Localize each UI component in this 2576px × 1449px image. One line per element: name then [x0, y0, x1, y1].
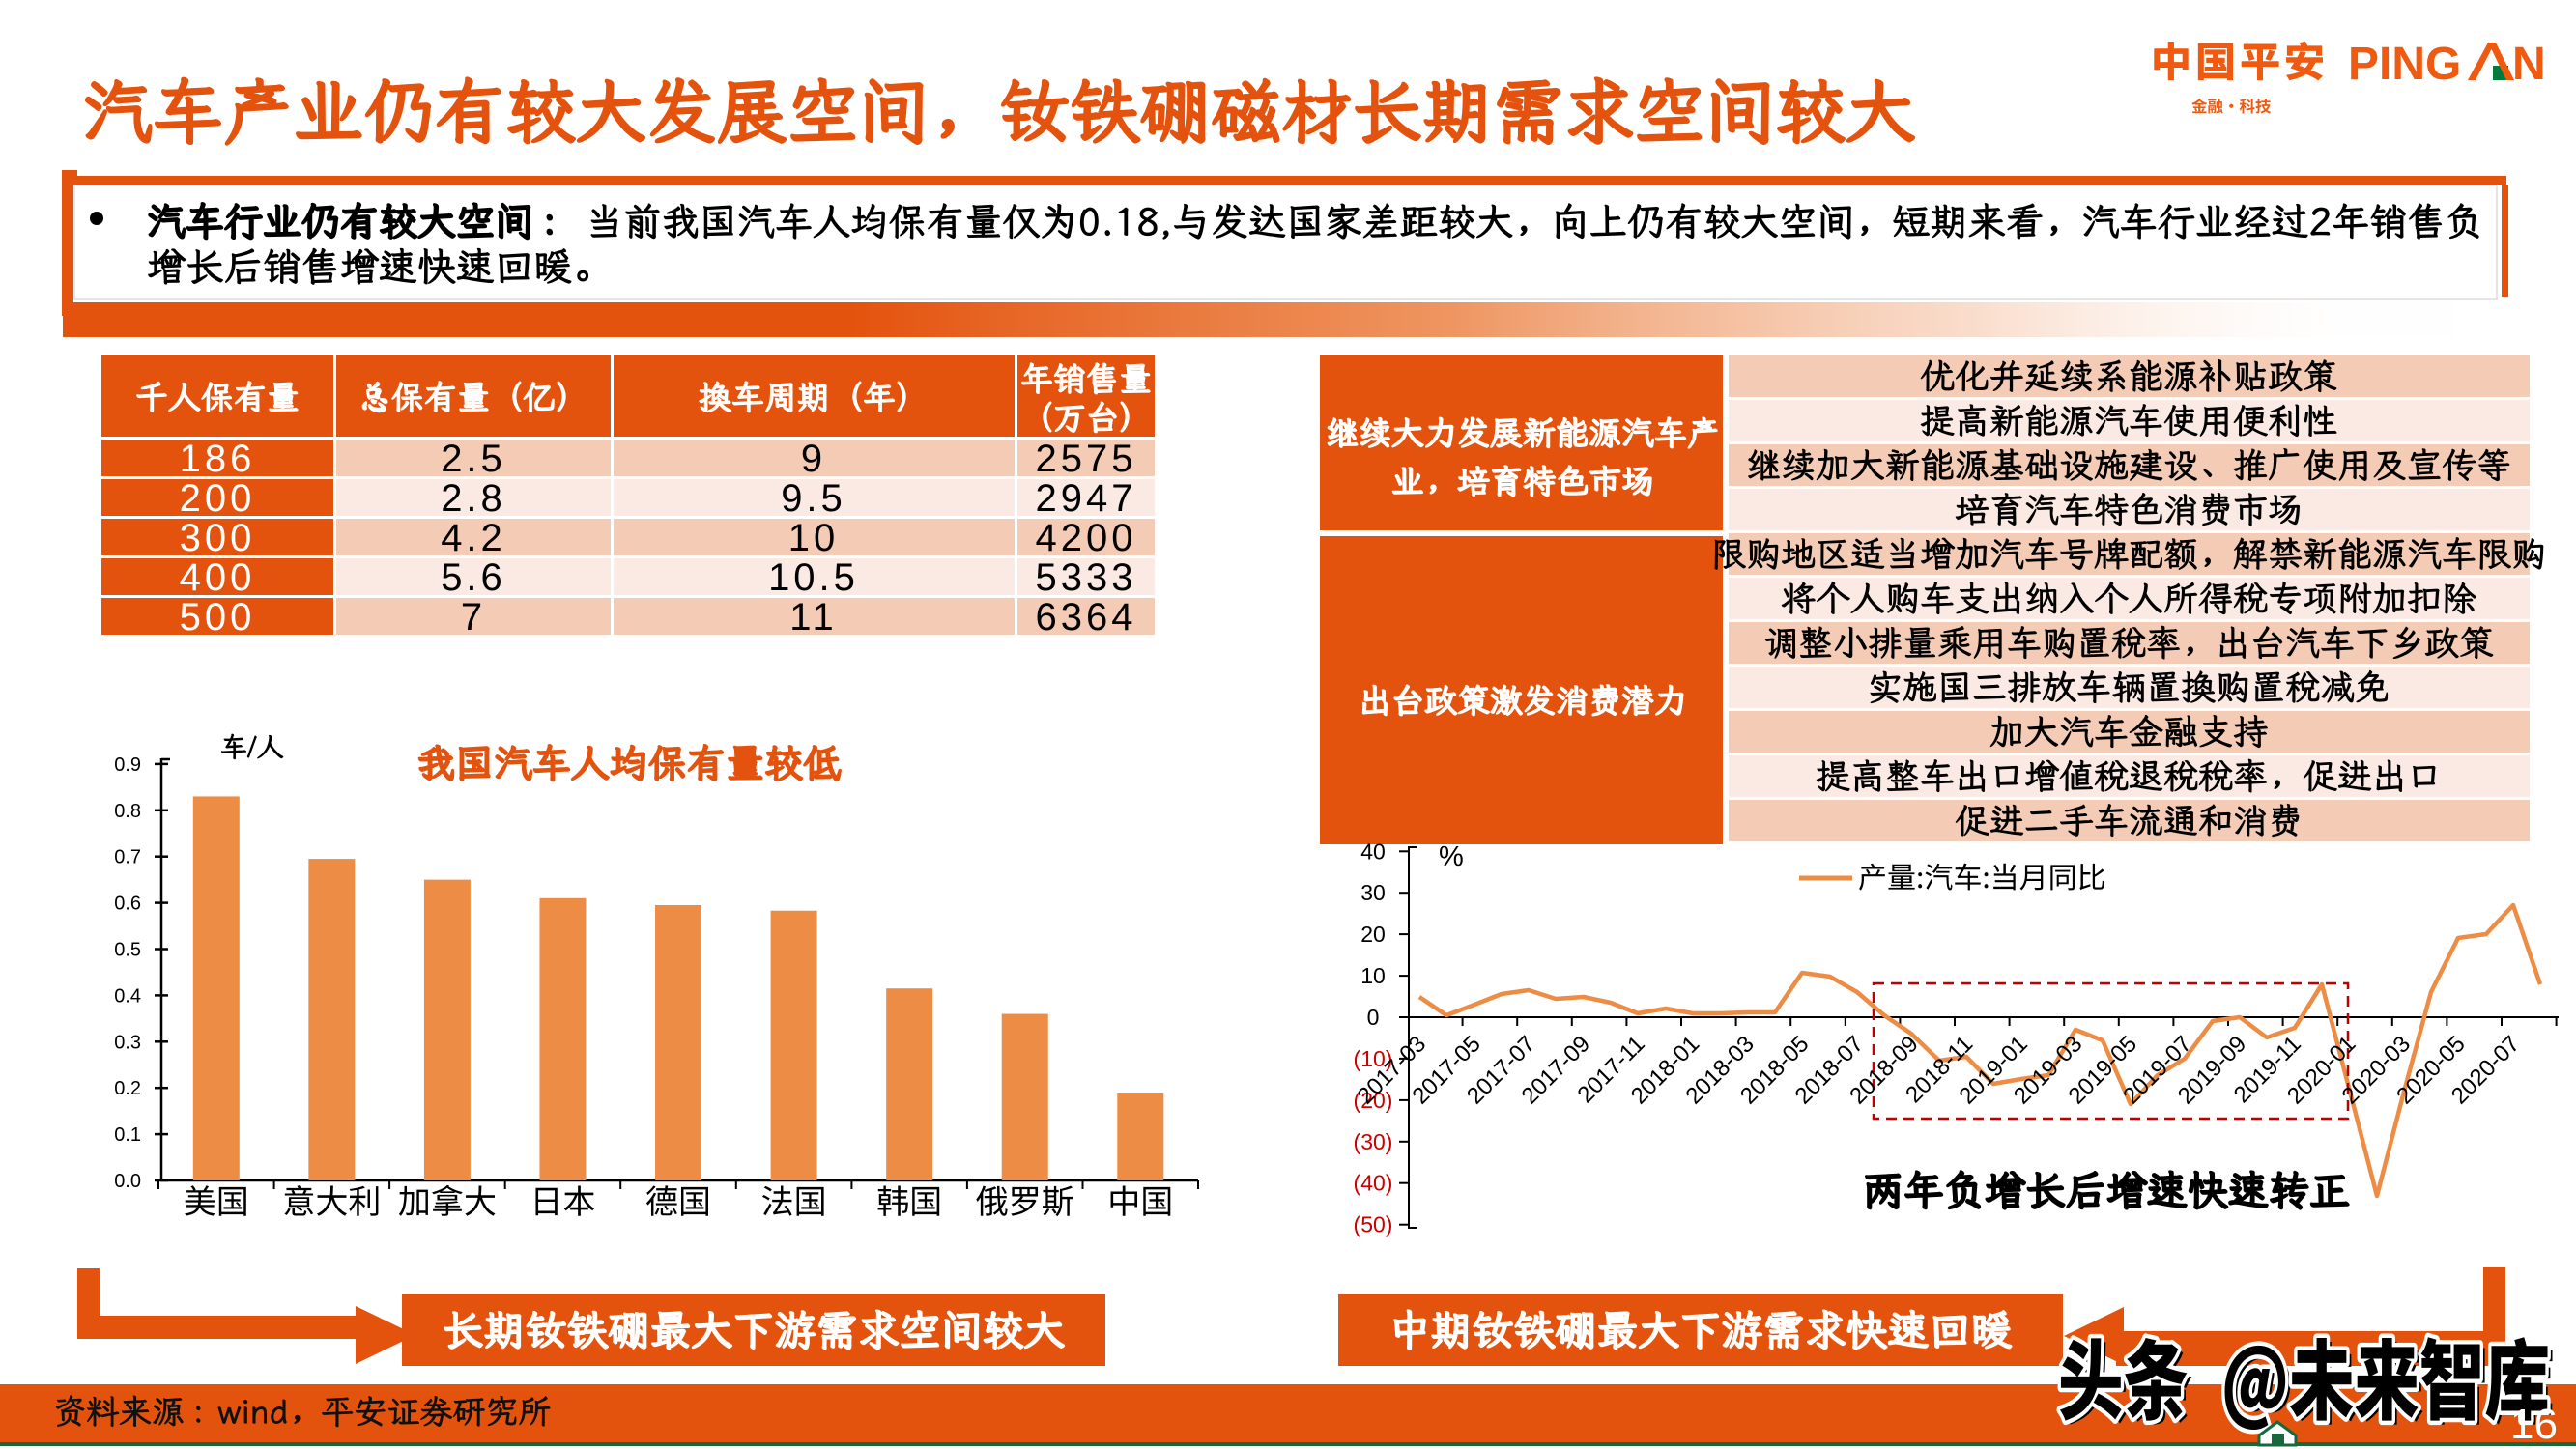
svg-text:2947: 2947	[1036, 477, 1137, 520]
svg-text:500: 500	[180, 596, 256, 639]
svg-text:16: 16	[2510, 1401, 2558, 1448]
svg-text:10: 10	[1360, 963, 1386, 988]
svg-text:11: 11	[789, 596, 838, 639]
svg-text:0.8: 0.8	[114, 801, 141, 822]
svg-text:0: 0	[1367, 1005, 1380, 1030]
svg-text:7: 7	[461, 596, 486, 639]
svg-text:300: 300	[180, 517, 256, 559]
svg-text:(50): (50)	[1354, 1212, 1393, 1237]
svg-text:(10): (10)	[1354, 1046, 1393, 1071]
svg-text:5333: 5333	[1036, 556, 1137, 599]
svg-text:30: 30	[1360, 880, 1386, 905]
svg-text:2575: 2575	[1036, 438, 1137, 480]
svg-text:4200: 4200	[1036, 517, 1137, 559]
svg-text:20: 20	[1360, 922, 1386, 947]
svg-text:N: N	[2512, 39, 2546, 90]
svg-text:0.2: 0.2	[114, 1078, 141, 1099]
svg-text:200: 200	[180, 477, 256, 520]
svg-text:10.5: 10.5	[768, 556, 859, 599]
svg-text:2.8: 2.8	[441, 477, 506, 520]
svg-text:40: 40	[1360, 838, 1386, 864]
svg-text:%: %	[1439, 841, 1464, 872]
svg-text:(40): (40)	[1354, 1171, 1393, 1196]
svg-text:6364: 6364	[1036, 596, 1137, 639]
svg-text:2.5: 2.5	[441, 438, 506, 480]
svg-text:0.1: 0.1	[114, 1124, 141, 1146]
svg-text:0.0: 0.0	[114, 1171, 141, 1192]
svg-text:4.2: 4.2	[441, 517, 506, 559]
svg-text:PING: PING	[2348, 39, 2461, 90]
svg-text:0.7: 0.7	[114, 847, 141, 868]
svg-text:0.4: 0.4	[114, 985, 141, 1007]
svg-text:9: 9	[801, 438, 826, 480]
svg-text:(30): (30)	[1354, 1129, 1393, 1154]
svg-text:9.5: 9.5	[781, 477, 846, 520]
svg-text:(20): (20)	[1354, 1088, 1393, 1113]
svg-text:400: 400	[180, 556, 256, 599]
svg-text:0.5: 0.5	[114, 940, 141, 961]
svg-text:10: 10	[788, 517, 840, 559]
svg-text:5.6: 5.6	[441, 556, 506, 599]
svg-text:186: 186	[180, 438, 256, 480]
svg-text:0.3: 0.3	[114, 1032, 141, 1053]
svg-text:0.9: 0.9	[114, 754, 141, 776]
svg-text:0.6: 0.6	[114, 894, 141, 915]
